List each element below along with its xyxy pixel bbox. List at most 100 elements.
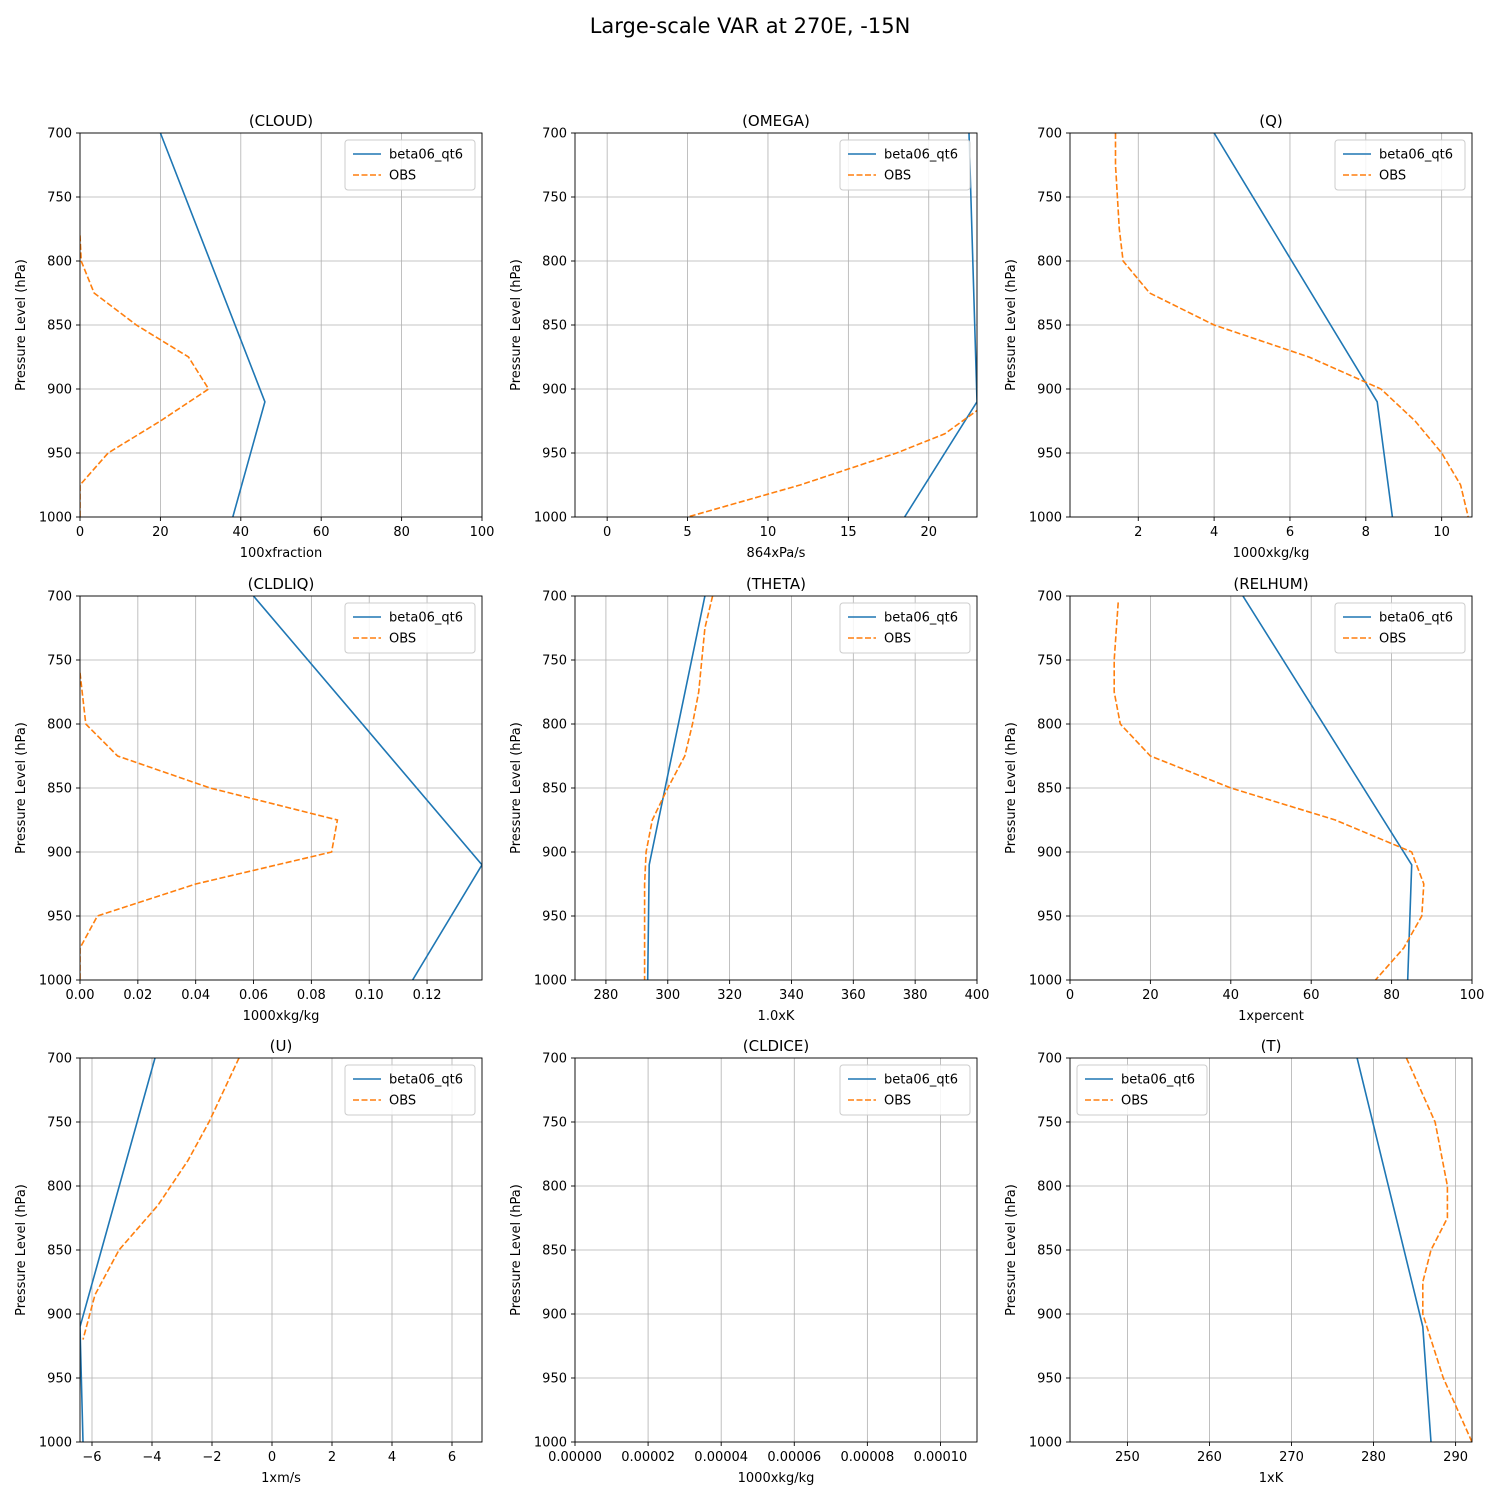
x-tick-label: 0.10 (355, 988, 384, 1003)
x-tick-label: 10 (1433, 525, 1450, 540)
series-line-beta06_qt6 (646, 596, 706, 980)
y-tick-label: 900 (1037, 1308, 1062, 1323)
y-tick-label: 750 (47, 1116, 72, 1131)
legend: beta06_qt6 OBS (1334, 602, 1466, 654)
x-tick-label: 0 (1066, 988, 1074, 1003)
y-tick-label: 900 (1037, 846, 1062, 861)
y-axis-label: Pressure Level (hPa) (509, 722, 524, 854)
subplot-q: 2 4 6 8 10 700 750 800 850 900 950 1000 (Q) 1000xkg/k… (1004, 112, 1473, 561)
x-axis-label: 1.0xK (758, 1009, 795, 1024)
y-tick-label: 1000 (1029, 1436, 1062, 1451)
x-tick-label: 0.00006 (767, 1450, 821, 1465)
y-tick-label: 1000 (39, 1436, 72, 1451)
legend-box (1334, 602, 1466, 654)
legend-label: beta06_qt6 (389, 148, 463, 163)
x-axis-label: 1xm/s (261, 1471, 301, 1486)
series-line-obs (1113, 602, 1425, 980)
legend: beta06_qt6 OBS (344, 602, 476, 654)
x-tick-label: 40 (1223, 988, 1240, 1003)
x-tick-label: 15 (840, 525, 857, 540)
x-tick-label: 6 (1286, 525, 1294, 540)
x-axis-label: 1000xkg/kg (243, 1009, 320, 1024)
legend-box (839, 139, 971, 191)
y-tick-label: 700 (47, 1052, 72, 1067)
y-tick-label: 800 (47, 255, 72, 270)
y-tick-label: 800 (542, 718, 567, 733)
legend-label: OBS (884, 1094, 911, 1109)
legend-label: OBS (389, 169, 416, 184)
y-tick-label: 900 (47, 383, 72, 398)
x-axis-label: 864xPa/s (747, 546, 806, 561)
legend-box (344, 139, 476, 191)
x-tick-label: −2 (202, 1450, 221, 1465)
x-tick-label: 0.00000 (548, 1450, 602, 1465)
subplot-title: (CLOUD) (249, 112, 313, 130)
x-tick-label: 300 (655, 988, 680, 1003)
legend-label: OBS (1121, 1094, 1148, 1109)
x-tick-label: 400 (965, 988, 990, 1003)
x-axis-label: 1000xkg/kg (738, 1471, 815, 1486)
subplot-cldliq: 0.00 0.02 0.04 0.06 0.08 0.10 0.12 700 750 800 850… (14, 575, 483, 1024)
y-tick-label: 850 (47, 1244, 72, 1259)
x-tick-label: 8 (1362, 525, 1370, 540)
x-tick-label: 0.12 (413, 988, 442, 1003)
y-tick-label: 950 (47, 1372, 72, 1387)
x-tick-label: 0.08 (297, 988, 326, 1003)
y-tick-label: 750 (47, 654, 72, 669)
x-tick-label: 380 (903, 988, 928, 1003)
x-tick-label: 60 (313, 525, 330, 540)
y-tick-label: 850 (47, 319, 72, 334)
x-tick-label: 20 (1142, 988, 1159, 1003)
legend-label: beta06_qt6 (1121, 1073, 1195, 1088)
x-tick-label: 2 (1134, 525, 1142, 540)
legend-box (344, 602, 476, 654)
x-tick-label: 4 (388, 1450, 396, 1465)
legend-label: beta06_qt6 (884, 1073, 958, 1088)
y-tick-label: 1000 (39, 511, 72, 526)
series-line-obs (80, 672, 339, 980)
subplot-omega: 0 5 10 15 20 700 750 800 850 900 950 1000 (OMEGA) 864… (509, 112, 978, 561)
x-tick-label: 0.00004 (694, 1450, 748, 1465)
x-axis-label: 1xpercent (1238, 1009, 1304, 1024)
x-tick-label: 360 (841, 988, 866, 1003)
x-tick-label: 2 (328, 1450, 336, 1465)
y-tick-label: 950 (542, 910, 567, 925)
y-axis-label: Pressure Level (hPa) (14, 1184, 29, 1316)
y-tick-label: 750 (1037, 191, 1062, 206)
series-line-beta06_qt6 (1213, 133, 1394, 517)
y-tick-label: 1000 (1029, 974, 1062, 989)
x-tick-label: 10 (760, 525, 777, 540)
legend: beta06_qt6 OBS (1334, 139, 1466, 191)
series-line-obs (687, 409, 977, 517)
y-tick-label: 1000 (1029, 511, 1062, 526)
legend-label: beta06_qt6 (884, 148, 958, 163)
y-tick-label: 800 (1037, 1180, 1062, 1195)
legend-label: beta06_qt6 (1379, 148, 1453, 163)
y-tick-label: 900 (542, 1308, 567, 1323)
legend-label: beta06_qt6 (389, 1073, 463, 1088)
legend: beta06_qt6 OBS (344, 1064, 476, 1116)
legend-label: OBS (389, 1094, 416, 1109)
x-tick-label: 5 (683, 525, 691, 540)
x-tick-label: 280 (594, 988, 619, 1003)
x-tick-label: 250 (1115, 1450, 1140, 1465)
legend-label: OBS (1379, 632, 1406, 647)
y-tick-label: 1000 (534, 974, 567, 989)
y-tick-label: 1000 (39, 974, 72, 989)
legend: beta06_qt6 OBS (839, 1064, 971, 1116)
legend-label: beta06_qt6 (884, 611, 958, 626)
series-line-beta06_qt6 (159, 133, 266, 517)
y-tick-label: 750 (47, 191, 72, 206)
y-tick-label: 1000 (534, 1436, 567, 1451)
subplot-title: (OMEGA) (742, 112, 810, 130)
subplot-relhum: 0 20 40 60 80 100 700 750 800 850 900 950 1000 (RELHU… (1004, 575, 1484, 1024)
x-tick-label: 40 (233, 525, 250, 540)
x-tick-label: 20 (920, 525, 937, 540)
legend-box (344, 1064, 476, 1116)
subplot-cldice: 0.00000 0.00002 0.00004 0.00006 0.00008 0.000… (509, 1037, 978, 1486)
y-tick-label: 750 (1037, 1116, 1062, 1131)
y-tick-label: 950 (47, 910, 72, 925)
legend: beta06_qt6 OBS (839, 602, 971, 654)
subplot-title: (CLDLIQ) (248, 575, 315, 593)
subplot-cloud: 0 20 40 60 80 100 700 750 800 850 900 950 1000 (CLOUD… (14, 112, 494, 561)
